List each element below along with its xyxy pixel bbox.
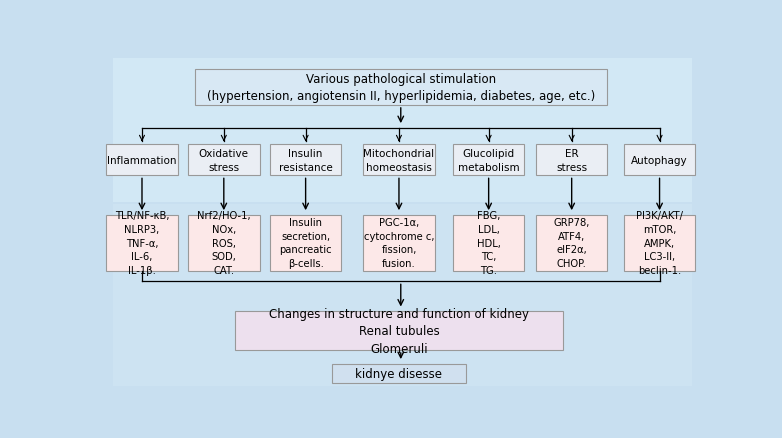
FancyBboxPatch shape — [624, 145, 695, 176]
FancyBboxPatch shape — [536, 215, 608, 271]
Text: FBG,
LDL,
HDL,
TC,
TG.: FBG, LDL, HDL, TC, TG. — [477, 211, 500, 275]
Text: PI3K/AKT/
mTOR,
AMPK,
LC3-II,
beclin-1.: PI3K/AKT/ mTOR, AMPK, LC3-II, beclin-1. — [636, 211, 683, 275]
FancyBboxPatch shape — [363, 145, 435, 176]
FancyBboxPatch shape — [363, 215, 435, 271]
FancyBboxPatch shape — [106, 215, 178, 271]
Text: Inflammation: Inflammation — [107, 155, 177, 166]
FancyBboxPatch shape — [188, 215, 260, 271]
FancyBboxPatch shape — [453, 145, 525, 176]
FancyBboxPatch shape — [270, 145, 342, 176]
Text: Various pathological stimulation
(hypertension, angiotensin II, hyperlipidemia, : Various pathological stimulation (hypert… — [206, 73, 595, 103]
Text: Oxidative
stress: Oxidative stress — [199, 149, 249, 172]
Text: Autophagy: Autophagy — [631, 155, 688, 166]
FancyBboxPatch shape — [106, 145, 178, 176]
FancyBboxPatch shape — [235, 311, 562, 350]
FancyBboxPatch shape — [624, 215, 695, 271]
FancyBboxPatch shape — [188, 145, 260, 176]
FancyBboxPatch shape — [113, 59, 692, 203]
FancyBboxPatch shape — [195, 70, 607, 106]
Text: Glucolipid
metabolism: Glucolipid metabolism — [457, 149, 519, 172]
FancyBboxPatch shape — [453, 215, 525, 271]
Text: Insulin
resistance: Insulin resistance — [278, 149, 332, 172]
FancyBboxPatch shape — [113, 204, 692, 386]
Text: Changes in structure and function of kidney
Renal tubules
Glomeruli: Changes in structure and function of kid… — [269, 307, 529, 355]
Text: Insulin
secretion,
pancreatic
β-cells.: Insulin secretion, pancreatic β-cells. — [279, 218, 332, 268]
Text: Mitochondrial
homeostasis: Mitochondrial homeostasis — [364, 149, 435, 172]
Text: GRP78,
ATF4,
eIF2α,
CHOP.: GRP78, ATF4, eIF2α, CHOP. — [554, 218, 590, 268]
Text: PGC-1α,
cytochrome c,
fission,
fusion.: PGC-1α, cytochrome c, fission, fusion. — [364, 218, 434, 268]
FancyBboxPatch shape — [270, 215, 342, 271]
Text: kidnye disesse: kidnye disesse — [356, 367, 443, 380]
Text: Nrf2/HO-1,
NOx,
ROS,
SOD,
CAT.: Nrf2/HO-1, NOx, ROS, SOD, CAT. — [197, 211, 250, 275]
Text: TLR/NF-κB,
NLRP3,
TNF-α,
IL-6,
IL-1β.: TLR/NF-κB, NLRP3, TNF-α, IL-6, IL-1β. — [115, 211, 169, 275]
Text: ER
stress: ER stress — [556, 149, 587, 172]
FancyBboxPatch shape — [332, 364, 465, 383]
FancyBboxPatch shape — [536, 145, 608, 176]
